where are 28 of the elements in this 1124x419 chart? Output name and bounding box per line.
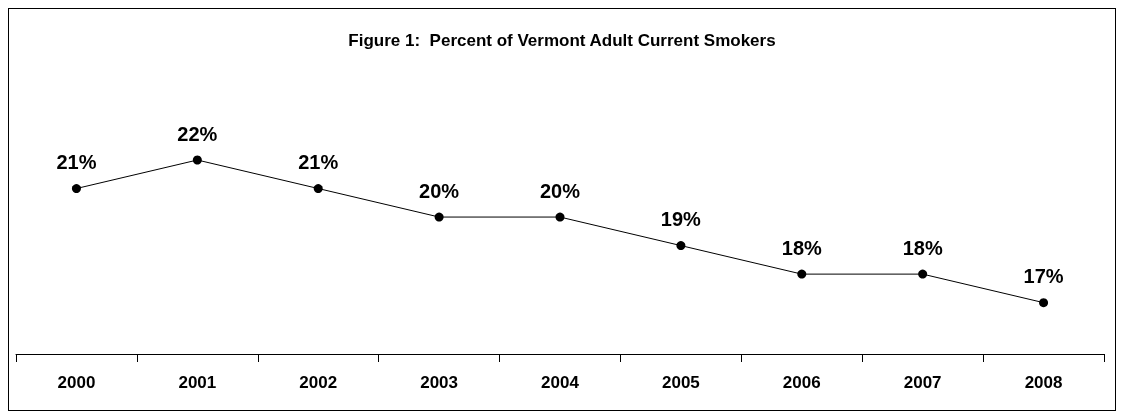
point [1039, 298, 1049, 308]
x-tick-label: 2002 [299, 373, 338, 392]
point [434, 212, 444, 222]
x-tick-label: 2006 [782, 373, 821, 392]
x-tick-label: 2008 [1024, 373, 1063, 392]
x-tick-label: 2004 [541, 373, 580, 392]
point [555, 212, 565, 222]
point [313, 184, 323, 194]
point [71, 184, 81, 194]
data-label: 22% [177, 122, 218, 145]
x-tick-label: 2007 [903, 373, 942, 392]
data-label: 21% [56, 151, 97, 174]
x-tick-label: 2003 [420, 373, 459, 392]
data-label: 21% [298, 151, 339, 174]
chart-title: Figure 1: Percent of Vermont Adult Current Smokers [348, 31, 776, 50]
point [797, 269, 807, 279]
point [192, 155, 202, 165]
x-tick-label: 2005 [661, 373, 700, 392]
x-tick-label: 2001 [178, 373, 217, 392]
x-tick-label: 2000 [57, 373, 96, 392]
data-label: 17% [1023, 265, 1064, 288]
data-label: 18% [902, 236, 943, 259]
point [676, 241, 686, 251]
data-label: 18% [781, 236, 823, 259]
point [918, 269, 928, 279]
data-label: 20% [419, 179, 460, 202]
data-label: 20% [539, 179, 581, 202]
data-label: 19% [660, 208, 702, 231]
